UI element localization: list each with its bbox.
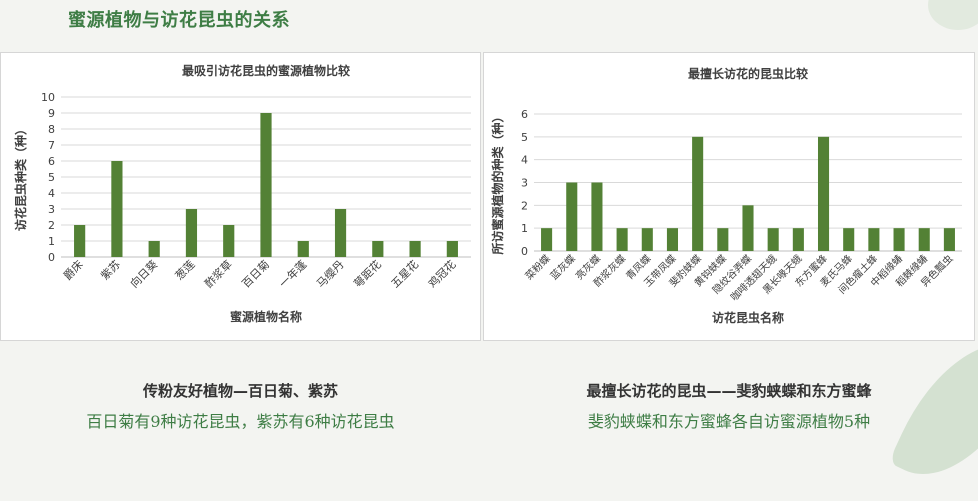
y-tick-label: 5 xyxy=(48,171,55,184)
y-tick-label: 3 xyxy=(48,203,55,216)
bar-insect xyxy=(792,228,804,251)
bar-insect xyxy=(918,228,930,251)
y-tick-label: 1 xyxy=(521,222,528,235)
caption-left-detail: 百日菊有9种访花昆虫，紫苏有6种访花昆虫 xyxy=(86,412,395,431)
y-tick-label: 6 xyxy=(48,155,55,168)
x-tick-label: 萼距花 xyxy=(351,258,384,291)
x-tick-label: 葱莲 xyxy=(173,258,198,283)
y-tick-label: 10 xyxy=(41,91,55,104)
caption-right-detail: 斐豹蛱蝶和东方蜜蜂各自访蜜源植物5种 xyxy=(587,412,871,431)
y-tick-label: 6 xyxy=(521,108,528,121)
y-tick-label: 2 xyxy=(48,219,55,232)
bar-plant xyxy=(148,241,160,257)
background-decoration xyxy=(928,0,978,30)
bar-insect xyxy=(943,228,955,251)
bar-plant xyxy=(409,241,421,257)
bar-insect xyxy=(591,182,603,251)
bar-insect xyxy=(767,228,779,251)
page-title: 蜜源植物与访花昆虫的关系 xyxy=(68,10,290,31)
bar-insect xyxy=(666,228,679,251)
x-tick-label: 五星花 xyxy=(389,258,422,291)
bar-insect xyxy=(843,228,855,251)
bar-plant xyxy=(446,241,458,257)
x-tick-label: 鸡冠花 xyxy=(425,257,458,290)
bar-insect xyxy=(616,228,628,251)
x-tick-label: 向日葵 xyxy=(127,257,160,290)
y-axis-label: 所访蜜源植物的种类（种） xyxy=(490,110,505,254)
y-tick-label: 4 xyxy=(521,154,528,167)
x-tick-label: 酢浆草 xyxy=(202,257,235,290)
y-tick-label: 8 xyxy=(48,123,55,136)
bar-insect xyxy=(717,228,729,251)
caption-left-heading: 传粉友好植物—百日菊、紫苏 xyxy=(142,382,338,400)
y-tick-label: 4 xyxy=(48,187,55,200)
y-tick-label: 3 xyxy=(521,177,528,190)
x-tick-label: 马缨丹 xyxy=(314,258,347,291)
x-axis-label: 蜜源植物名称 xyxy=(230,309,302,324)
x-tick-label: 紫苏 xyxy=(98,258,123,283)
bar-plant xyxy=(111,161,123,257)
chart-panel-plants: 最吸引访花昆虫的蜜源植物比较 0 1 2 3 4 5 6 7 8 9 10 爵床 紫苏 向日葵 葱莲 酢浆草 百日… xyxy=(0,52,481,341)
x-tick-label: 爵床 xyxy=(60,257,85,282)
chart-panel-insects: 最擅长访花的昆虫比较 0 1 2 3 4 5 6 菜粉蝶 蓝灰蝶 亮灰蝶 酢浆灰蝶 青凤蝶 玉带凤蝶 斐豹蛱… xyxy=(483,52,975,341)
bar-insect xyxy=(868,228,880,251)
bar-plant xyxy=(223,225,235,257)
y-tick-label: 7 xyxy=(48,139,55,152)
bar-insect xyxy=(817,136,830,251)
chart-title: 最吸引访花昆虫的蜜源植物比较 xyxy=(182,63,350,78)
bar-plant xyxy=(334,209,347,257)
x-axis-label: 访花昆虫名称 xyxy=(712,310,784,325)
y-tick-label: 1 xyxy=(48,235,55,248)
bar-plant xyxy=(185,209,198,257)
x-tick-label: 百日菊 xyxy=(240,258,273,291)
bar-plant xyxy=(297,241,309,257)
y-tick-label: 0 xyxy=(48,251,55,264)
y-axis-label: 访花昆虫种类（种） xyxy=(13,123,28,231)
bar-chart-insects: 最擅长访花的昆虫比较0123456菜粉蝶蓝灰蝶亮灰蝶酢浆灰蝶青凤蝶玉带凤蝶斐豹蛱… xyxy=(490,66,962,325)
bar-insect xyxy=(742,205,754,251)
bar-plant xyxy=(372,241,384,257)
chart-title: 最擅长访花的昆虫比较 xyxy=(688,66,808,81)
bar-insect xyxy=(541,228,553,251)
caption-right-heading: 最擅长访花的昆虫——斐豹蛱蝶和东方蜜蜂 xyxy=(586,382,872,400)
bar-plant xyxy=(74,225,86,257)
bar-insect xyxy=(641,228,653,251)
bar-chart-plants: 最吸引访花昆虫的蜜源植物比较 0 1 2 3 4 5 6 7 8 9 10 爵床 紫苏 向日葵 葱莲 酢浆草 百日… xyxy=(13,63,471,324)
y-tick-label: 9 xyxy=(48,107,55,120)
y-tick-label: 0 xyxy=(521,245,528,258)
x-tick-label: 蓝灰蝶 xyxy=(547,252,577,282)
bar-insect xyxy=(893,228,905,251)
y-tick-label: 5 xyxy=(521,131,528,144)
bar-insect xyxy=(692,136,704,251)
bar-plant xyxy=(260,113,272,257)
x-tick-label: 一年蓬 xyxy=(276,257,309,290)
y-tick-label: 2 xyxy=(521,199,528,212)
bar-insect xyxy=(566,182,578,251)
